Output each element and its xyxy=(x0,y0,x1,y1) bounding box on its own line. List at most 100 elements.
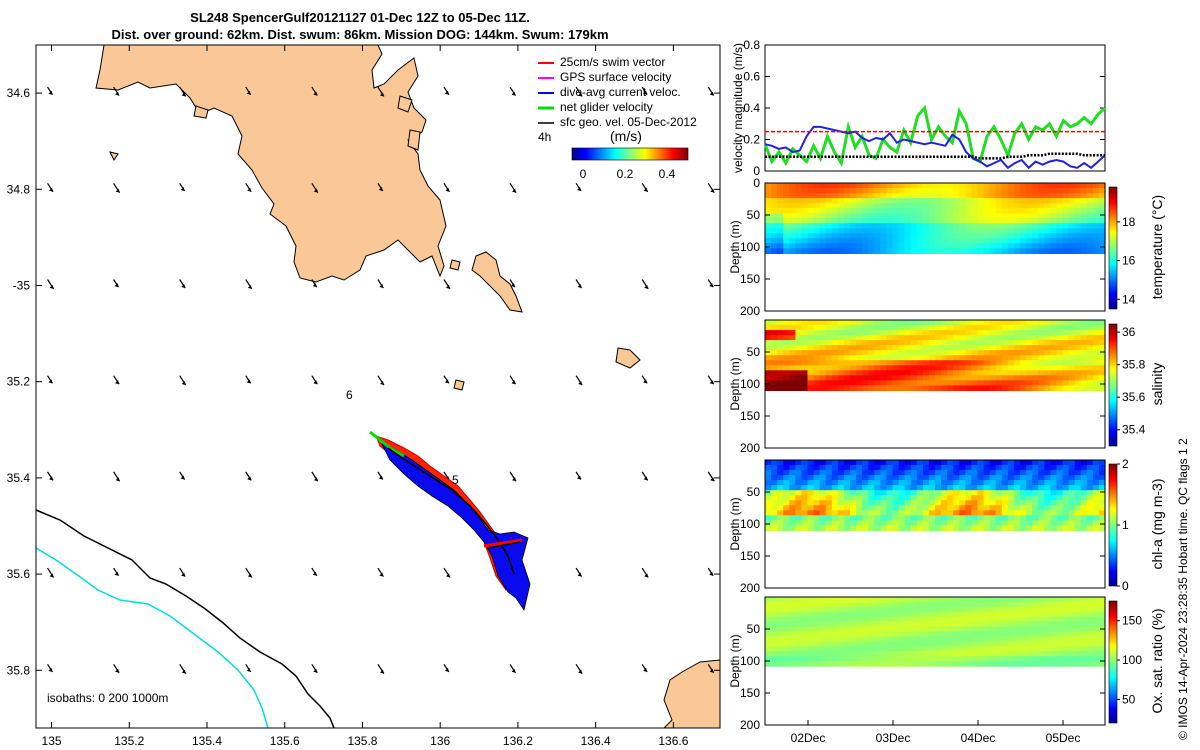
depth-tick-label: 200 xyxy=(740,304,760,318)
land-mass-south-east xyxy=(663,659,720,728)
depth-axis-label: Depth (m) xyxy=(728,634,742,687)
figure-title: SL248 SpencerGulf20121127 01-Dec 12Z to … xyxy=(190,10,530,25)
isobath-1000m xyxy=(36,547,269,728)
track-net-glider-velocity xyxy=(369,430,405,458)
section-colorbar xyxy=(1108,186,1118,310)
depth-axis-label: Depth (m) xyxy=(728,357,742,410)
map-annotation-6: 6 xyxy=(346,388,353,402)
velocity-y-ticks: 0.8 0.6 0.4 0.2 0 xyxy=(743,38,1105,178)
depth-tick-label: 100 xyxy=(740,654,760,668)
legend-item-swim-vector: 25cm/s swim vector xyxy=(560,55,665,69)
map-lat-tick-label: 35.6 xyxy=(7,567,31,581)
legend-item-net-glider-velocity: net glider velocity xyxy=(560,100,653,114)
time-x-tick-label: 04Dec xyxy=(961,731,996,745)
map-lon-tick-label: 136.2 xyxy=(503,734,533,748)
copyright-credit: © IMOS 14-Apr-2024 23:28:35 Hobart time.… xyxy=(1176,438,1190,740)
map-panel: 135 135.2 135.4 135.6 135.8 136 136.2 136.4 136.… xyxy=(7,44,721,748)
colorbar-tick-label: 14 xyxy=(1122,292,1136,306)
velocity-y-tick-label: 0.2 xyxy=(743,133,760,147)
surface-velocity-arrows xyxy=(47,86,715,674)
legend-colorbar-tick-02: 0.2 xyxy=(617,167,634,181)
depth-tick-label: 50 xyxy=(747,208,761,222)
legend-colorbar-unit: (m/s) xyxy=(610,128,642,144)
legend-colorbar-tick-0: 0 xyxy=(580,167,587,181)
depth-tick-label: 150 xyxy=(740,409,760,423)
colorbar-tick-label: 1 xyxy=(1122,518,1129,532)
island-east-large xyxy=(471,251,523,313)
velocity-y-tick-label: 0.4 xyxy=(743,101,760,115)
velocity-series-line xyxy=(764,125,1106,170)
colorbar-label: temperature (°C) xyxy=(1149,195,1165,299)
section-panel: 0 50 100 150 200 Depth (m) 18 16 14 temperature (… xyxy=(728,176,1165,318)
isobath-200m xyxy=(36,509,335,728)
map-lon-tick-label: 136.6 xyxy=(658,734,688,748)
map-lon-tick-label: 135.6 xyxy=(270,734,300,748)
depth-tick-label: 100 xyxy=(740,517,760,531)
velocity-y-tick-label: 0 xyxy=(753,164,760,178)
island-small-5 xyxy=(407,129,421,151)
legend-item-dive-avg-current: dive-avg current veloc. xyxy=(560,85,681,99)
map-legend: 25cm/s swim vector GPS surface velocity … xyxy=(538,55,697,181)
depth-tick-label: 200 xyxy=(740,718,760,732)
map-latitude-ticks: 34.6 34.8 -35 35.2 35.4 35.6 35.8 xyxy=(7,86,720,677)
map-lat-tick-label: 34.6 xyxy=(7,86,31,100)
depth-tick-label: 0 xyxy=(753,176,760,190)
colorbar-tick-label: 18 xyxy=(1122,215,1136,229)
legend-item-sfc-geo-velocity: sfc geo. vel. 05-Dec-2012 xyxy=(560,115,697,129)
depth-tick-label: 50 xyxy=(747,345,761,359)
depth-tick-label: 50 xyxy=(747,485,761,499)
colorbar-label: salinity xyxy=(1149,363,1165,406)
section-panel: 50 100 150 200 Depth (m) 2 1 0 chl-a (mg m-3) xyxy=(728,457,1165,595)
map-lon-tick-label: 135 xyxy=(42,734,62,748)
legend-colorbar xyxy=(571,147,689,161)
track-end-bar xyxy=(487,541,521,549)
velocity-series xyxy=(763,104,1107,170)
legend-colorbar-tick-04: 0.4 xyxy=(659,167,676,181)
velocity-y-axis-label: velocity magnitude (m/s) xyxy=(731,43,745,173)
depth-tick-label: 50 xyxy=(747,622,761,636)
colorbar-tick-label: 35.4 xyxy=(1122,423,1146,437)
island-small-6 xyxy=(109,151,119,161)
map-lat-tick-label: 35.8 xyxy=(7,663,31,677)
depth-tick-label: 100 xyxy=(740,377,760,391)
colorbar-tick-label: 36 xyxy=(1122,325,1136,339)
depth-tick-label: 150 xyxy=(740,272,760,286)
velocity-y-tick-label: 0.6 xyxy=(743,70,760,84)
section-colorbar xyxy=(1108,600,1118,724)
island-small-4 xyxy=(397,95,413,113)
colorbar-tick-label: 35.8 xyxy=(1122,358,1146,372)
legend-item-gps-velocity: GPS surface velocity xyxy=(560,70,671,84)
figure-subtitle: Dist. over ground: 62km. Dist. swum: 86k… xyxy=(111,27,609,42)
colorbar-label: Ox. sat. ratio (%) xyxy=(1149,608,1165,713)
map-lon-tick-label: 135.8 xyxy=(347,734,377,748)
velocity-y-tick-label: 0.8 xyxy=(743,38,760,52)
section-colorbar xyxy=(1108,463,1118,587)
depth-tick-label: 150 xyxy=(740,686,760,700)
colorbar-tick-label: 150 xyxy=(1122,614,1142,628)
depth-tick-label: 150 xyxy=(740,549,760,563)
map-lat-tick-label: 34.8 xyxy=(7,182,31,196)
colorbar-tick-label: 0 xyxy=(1122,579,1129,593)
velocity-panel: 0.8 0.6 0.4 0.2 0 velocity magnitude (m/s) xyxy=(731,38,1107,178)
map-annotation-5: 5 xyxy=(452,473,459,487)
section-panel: 50 100 150 200 Depth (m) 36 35.8 35.6 35.4 salini… xyxy=(728,319,1165,455)
colorbar-tick-label: 2 xyxy=(1122,457,1129,471)
depth-axis-label: Depth (m) xyxy=(728,220,742,273)
island-small-2 xyxy=(453,379,465,391)
map-lat-tick-label: 35.2 xyxy=(7,375,31,389)
island-small-1 xyxy=(615,347,641,369)
depth-tick-label: 200 xyxy=(740,441,760,455)
colorbar-tick-label: 35.6 xyxy=(1122,390,1146,404)
colorbar-label: chl-a (mg m-3) xyxy=(1149,478,1165,569)
track-swim-bar xyxy=(483,538,523,548)
time-x-tick-label: 05Dec xyxy=(1046,731,1081,745)
colorbar-tick-label: 100 xyxy=(1122,653,1142,667)
map-lat-tick-label: 35.4 xyxy=(7,471,31,485)
section-colorbar xyxy=(1108,323,1118,447)
map-lon-tick-label: 135.4 xyxy=(192,734,222,748)
track-line xyxy=(387,447,515,575)
depth-tick-label: 200 xyxy=(740,581,760,595)
map-lon-tick-label: 135.2 xyxy=(114,734,144,748)
